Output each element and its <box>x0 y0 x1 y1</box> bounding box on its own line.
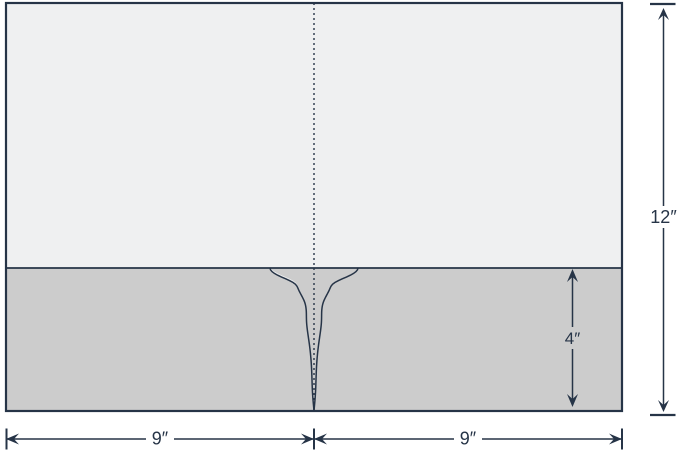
svg-text:12″: 12″ <box>650 207 677 227</box>
svg-text:9″: 9″ <box>460 429 477 449</box>
svg-text:4″: 4″ <box>565 329 580 348</box>
svg-text:9″: 9″ <box>152 429 169 449</box>
